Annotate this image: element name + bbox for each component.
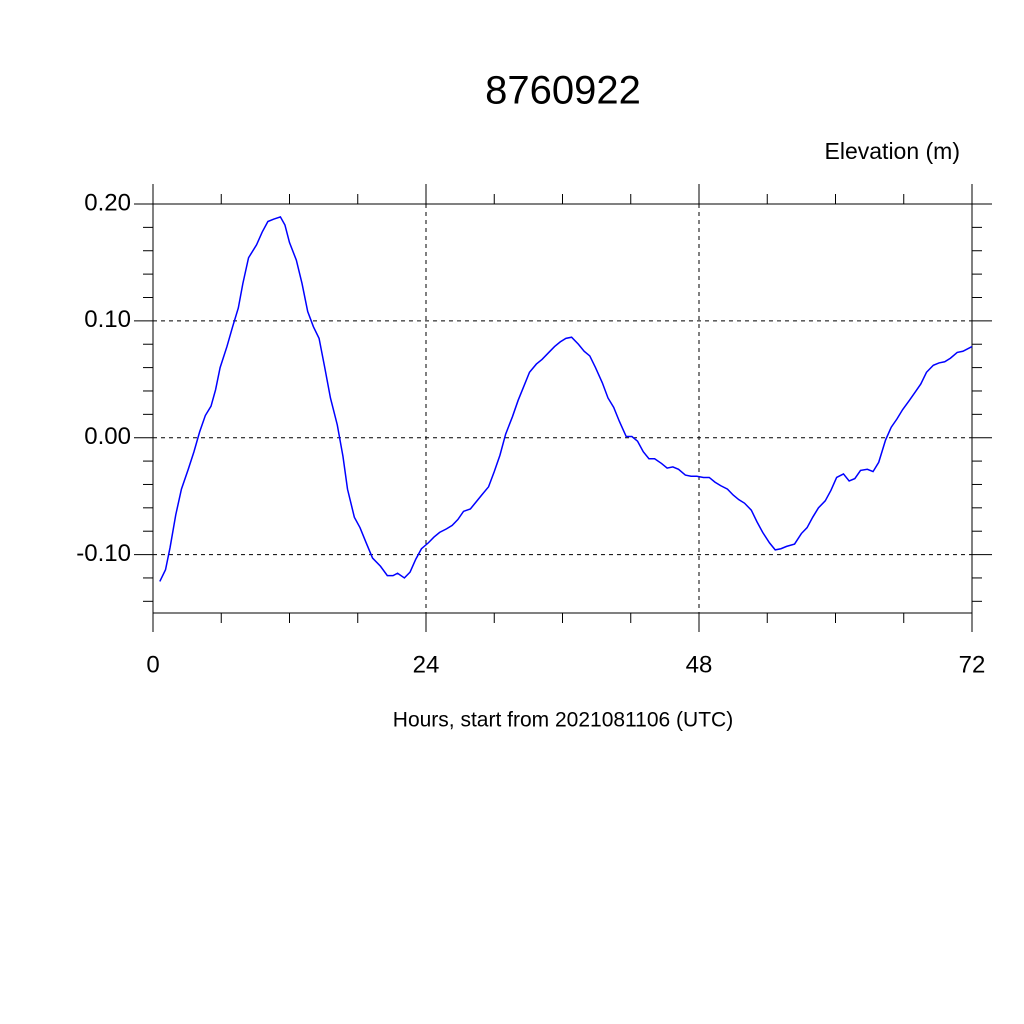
x-tick-label: 48 [686, 651, 713, 678]
chart-title: 8760922 [485, 69, 641, 113]
y-axis-label: Elevation (m) [825, 138, 960, 164]
data-line [159, 215, 973, 582]
x-tick-label: 24 [413, 651, 440, 678]
x-axis-label: Hours, start from 2021081106 (UTC) [393, 709, 733, 732]
y-tick-label: -0.10 [76, 540, 131, 567]
plot-frame [152, 203, 973, 614]
x-tick-label: 0 [146, 651, 159, 678]
y-tick-label: 0.00 [84, 423, 131, 450]
x-tick-label: 72 [959, 651, 986, 678]
y-tick-label: 0.20 [84, 189, 131, 216]
y-tick-label: 0.10 [84, 306, 131, 333]
